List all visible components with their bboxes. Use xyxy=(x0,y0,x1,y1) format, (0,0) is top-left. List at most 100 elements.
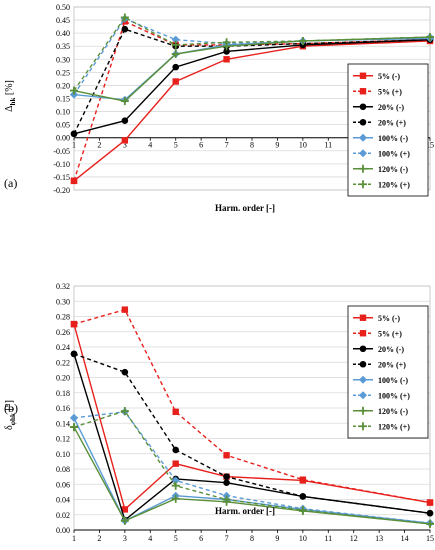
y-tick-label: 0.40 xyxy=(56,29,70,38)
data-point xyxy=(172,78,179,85)
x-tick-label: 6 xyxy=(199,534,203,543)
x-tick-label: 6 xyxy=(199,141,203,150)
y-tick-label: 0.15 xyxy=(56,95,70,104)
legend-label: 20% (+) xyxy=(378,360,406,369)
data-point xyxy=(222,495,231,504)
y-axis-unit: [°] xyxy=(4,400,15,413)
y-tick-label: -0.20 xyxy=(53,186,70,195)
y-tick-label: 0.10 xyxy=(56,450,70,459)
x-tick-label: 5 xyxy=(174,534,178,543)
legend: 5% (-) 5% (+) 20% (-) 20% (+) 100% (-) 100% (… xyxy=(347,63,429,197)
data-point xyxy=(223,473,230,480)
legend-swatch-marker xyxy=(359,118,367,126)
x-tick-label: 15 xyxy=(426,534,434,543)
legend-label: 20% (+) xyxy=(378,118,406,127)
y-tick-label: 0.30 xyxy=(56,55,70,64)
x-tick-label: 11 xyxy=(324,534,332,543)
x-tick-label: 5 xyxy=(174,141,178,150)
y-tick-label: 0.35 xyxy=(56,42,70,51)
legend-swatch-marker xyxy=(359,360,367,368)
x-axis-title: Harm. order [-] xyxy=(215,203,275,213)
x-axis-title: Harm. order [-] xyxy=(215,506,275,516)
legend-label: 120% (-) xyxy=(378,407,408,416)
y-tick-label: 0.20 xyxy=(56,81,70,90)
data-point xyxy=(172,63,180,71)
x-tick-label: 13 xyxy=(375,534,383,543)
legend-swatch-marker xyxy=(359,330,367,337)
data-point xyxy=(171,476,180,485)
legend-box xyxy=(347,63,429,197)
data-point xyxy=(70,130,78,138)
series-line xyxy=(73,308,431,504)
data-point xyxy=(120,13,129,22)
y-tick-label: 0.04 xyxy=(56,496,70,505)
legend-swatch-marker xyxy=(359,180,367,189)
y-tick-label: 0.30 xyxy=(56,297,70,306)
x-tick-label: 4 xyxy=(148,534,152,543)
y-axis-title: δφhk [°] xyxy=(4,400,17,430)
data-point xyxy=(120,97,129,106)
legend-item: 20% (-) xyxy=(353,345,404,354)
legend-label: 20% (-) xyxy=(378,103,404,112)
x-tick-label: 9 xyxy=(275,141,279,150)
legend-swatch-marker xyxy=(359,149,367,158)
legend-item: 20% (+) xyxy=(353,360,406,369)
data-point xyxy=(171,35,180,44)
y-tick-label: 0.32 xyxy=(56,282,70,291)
x-tick-label: 10 xyxy=(299,534,307,543)
data-point xyxy=(120,407,129,416)
data-point xyxy=(171,481,180,490)
y-axis-unit: [%] xyxy=(4,80,15,98)
x-tick-label: 4 xyxy=(148,141,152,150)
panel-label: (a) xyxy=(4,176,17,190)
legend-item: 120% (-) xyxy=(353,406,408,416)
legend-label: 5% (-) xyxy=(378,72,400,81)
legend-swatch-marker xyxy=(359,103,367,111)
data-point xyxy=(121,306,129,313)
data-point xyxy=(121,506,129,513)
legend: 5% (-) 5% (+) 20% (-) 20% (+) 100% (-) 100% (… xyxy=(347,305,429,439)
y-tick-label: 0.00 xyxy=(56,134,70,143)
legend-label: 5% (+) xyxy=(378,87,402,96)
series-20 xyxy=(70,350,434,517)
legend-item: 5% (-) xyxy=(353,72,400,81)
data-point xyxy=(70,423,78,432)
data-point xyxy=(70,86,78,95)
legend-item: 100% (-) xyxy=(353,133,408,143)
data-point xyxy=(298,506,307,515)
x-tick-label: 12 xyxy=(350,534,358,543)
data-point xyxy=(171,40,180,49)
data-point xyxy=(172,460,179,467)
legend-item: 5% (+) xyxy=(353,329,402,338)
data-point xyxy=(222,38,231,47)
panel-a: -0.20 -0.15 -0.10 -0.05 0.00 0.05 0.10 0.15 0.20… xyxy=(4,3,434,213)
legend-item: 120% (-) xyxy=(353,164,408,174)
data-point xyxy=(121,25,129,33)
data-point xyxy=(426,519,434,528)
y-tick-label: 0.14 xyxy=(56,419,70,428)
y-tick-label: 0.26 xyxy=(56,328,70,337)
panel-b: 0.00 0.02 0.04 0.06 0.08 0.10 0.12 0.14 0.16 0.18… xyxy=(4,282,434,543)
legend-item: 5% (-) xyxy=(353,314,400,323)
legend-label: 120% (+) xyxy=(378,180,410,189)
legend-label: 5% (-) xyxy=(378,314,400,323)
legend-label: 100% (-) xyxy=(378,134,408,143)
legend-box xyxy=(347,305,429,439)
legend-label: 100% (+) xyxy=(378,391,410,400)
x-tick-label: 3 xyxy=(123,534,127,543)
legend-swatch-marker xyxy=(359,345,367,353)
legend-item: 100% (+) xyxy=(353,391,410,400)
series-line xyxy=(73,410,431,525)
y-tick-label: 0.22 xyxy=(56,358,70,367)
legend-label: 20% (-) xyxy=(378,345,404,354)
legend-label: 120% (+) xyxy=(378,422,410,431)
series-120 xyxy=(70,407,434,528)
x-tick-label: 2 xyxy=(97,141,101,150)
y-tick-label: 0.16 xyxy=(56,404,70,413)
legend-swatch-marker xyxy=(359,133,367,142)
legend-item: 100% (-) xyxy=(353,375,408,385)
legend-item: 120% (+) xyxy=(353,180,410,189)
y-tick-label: 0.20 xyxy=(56,374,70,383)
x-tick-label: 7 xyxy=(225,534,229,543)
series-5 xyxy=(70,306,434,506)
